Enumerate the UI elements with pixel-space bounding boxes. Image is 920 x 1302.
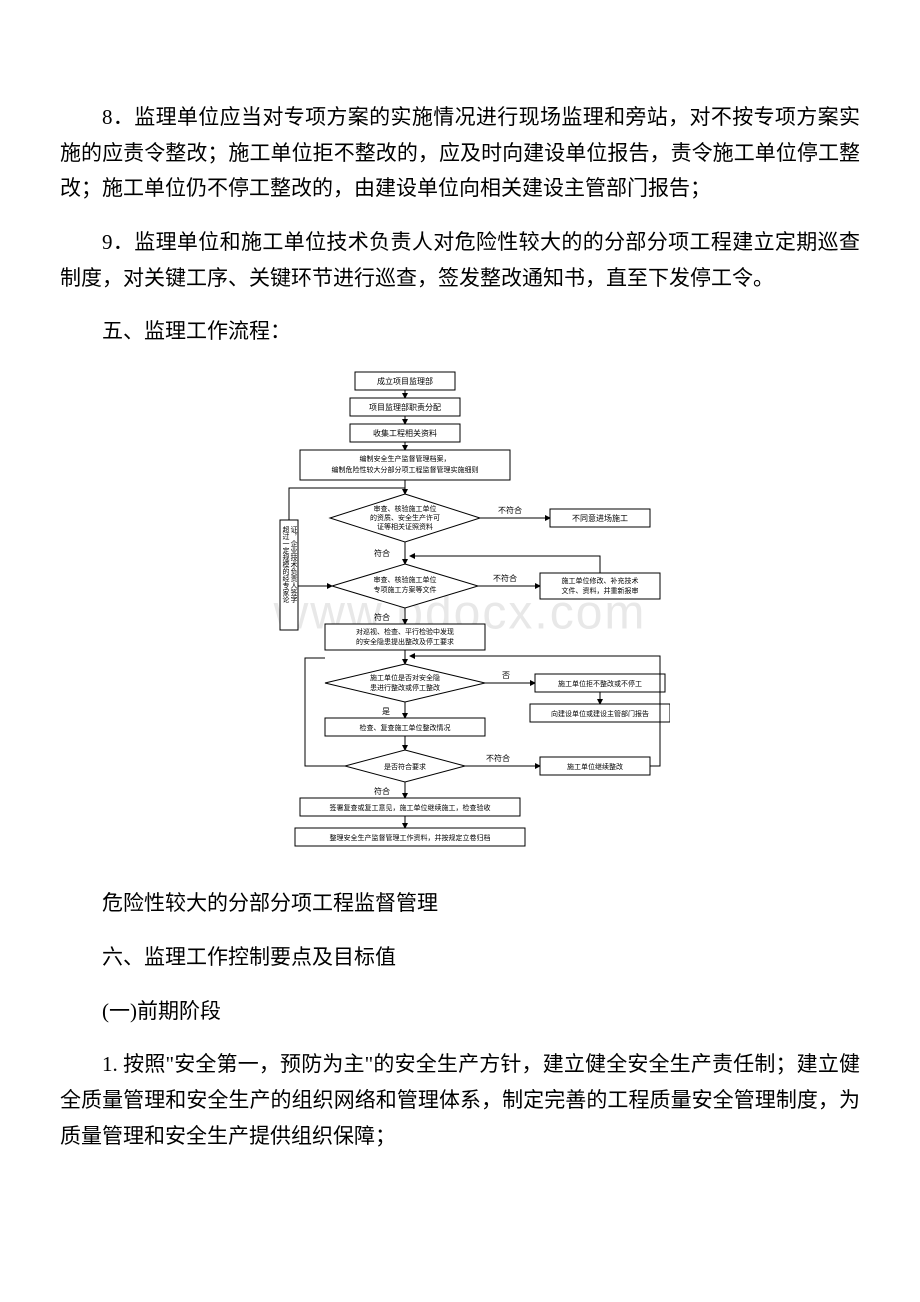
paragraph-8: 8．监理单位应当对专项方案的实施情况进行现场监理和旁站，对不按专项方案实施的应责… — [60, 100, 860, 207]
node-n5: 对巡视、检查、平行检验中发现 的安全隐患提出整改及停工要求 — [325, 624, 485, 650]
node-r1: 不同意进场施工 — [550, 509, 650, 527]
svg-text:签署复查或复工意见，施工单位继续施工，检查验收: 签署复查或复工意见，施工单位继续施工，检查验收 — [330, 803, 491, 812]
node-n2: 项目监理部职责分配 — [350, 398, 460, 416]
svg-text:成立项目监理部: 成立项目监理部 — [377, 376, 433, 386]
svg-text:的资质、安全生产许可: 的资质、安全生产许可 — [370, 513, 440, 522]
node-n8: 整理安全生产监督管理工作资料，并按规定立卷归档 — [295, 828, 525, 846]
svg-text:审查、核验施工单位: 审查、核验施工单位 — [374, 575, 437, 584]
node-side: 超过一定规模的经专家论 证，企业技术负责人签字 — [280, 520, 298, 630]
edge-d3-no: 否 — [502, 671, 510, 680]
svg-text:施工单位拒不整改或不停工: 施工单位拒不整改或不停工 — [558, 679, 642, 688]
node-n3: 收集工程相关资料 — [350, 424, 460, 442]
svg-text:专项施工方案等文件: 专项施工方案等文件 — [374, 585, 437, 594]
svg-text:审查、核验施工单位: 审查、核验施工单位 — [374, 504, 437, 513]
node-n1: 成立项目监理部 — [355, 372, 455, 390]
svg-text:检查、复查施工单位整改情况: 检查、复查施工单位整改情况 — [360, 723, 451, 732]
edge-d3-yes: 是 — [382, 707, 390, 716]
heading-5: 五、监理工作流程： — [60, 314, 860, 350]
svg-text:证等相关证照资料: 证等相关证照资料 — [377, 522, 433, 531]
node-n4: 编制安全生产监督管理档案， 编制危险性较大分部分项工程监督管理实施细则 — [300, 450, 510, 480]
node-r4: 向建设单位或建设主管部门报告 — [530, 704, 670, 722]
edge-d2-unfit: 不符合 — [493, 573, 517, 583]
svg-text:项目监理部职责分配: 项目监理部职责分配 — [369, 402, 441, 412]
subheading-6-1: (一)前期阶段 — [60, 994, 860, 1030]
svg-text:编制危险性较大分部分项工程监督管理实施细则: 编制危险性较大分部分项工程监督管理实施细则 — [332, 465, 479, 474]
decision-d1: 审查、核验施工单位 的资质、安全生产许可 证等相关证照资料 — [330, 494, 480, 542]
decision-d3: 施工单位是否对安全隐 患进行整改或停工整改 — [325, 664, 485, 702]
heading-6: 六、监理工作控制要点及目标值 — [60, 940, 860, 976]
svg-text:向建设单位或建设主管部门报告: 向建设单位或建设主管部门报告 — [551, 709, 649, 718]
node-r3: 施工单位拒不整改或不停工 — [535, 674, 665, 692]
flowchart-caption: 危险性较大的分部分项工程监督管理 — [60, 886, 860, 922]
svg-text:患进行整改或停工整改: 患进行整改或停工整改 — [370, 683, 440, 692]
svg-text:文件、资料，并重新报审: 文件、资料，并重新报审 — [562, 586, 639, 595]
svg-text:收集工程相关资料: 收集工程相关资料 — [373, 428, 437, 438]
svg-text:超过一定规模的经专家论: 超过一定规模的经专家论 — [282, 525, 290, 604]
paragraph-6-1: 1. 按照"安全第一，预防为主"的安全生产方针，建立健全安全生产责任制；建立健全… — [60, 1047, 860, 1154]
decision-d4: 是否符合要求 — [345, 750, 465, 782]
node-r2: 施工单位修改、补充技术 文件、资料，并重新报审 — [540, 573, 660, 599]
edge-d4-fit: 符合 — [374, 786, 390, 796]
node-n7: 签署复查或复工意见，施工单位继续施工，检查验收 — [300, 798, 520, 816]
node-r5: 施工单位继续整改 — [540, 757, 650, 775]
svg-text:施工单位修改、补充技术: 施工单位修改、补充技术 — [562, 576, 639, 585]
svg-text:证，企业技术负责人签字: 证，企业技术负责人签字 — [290, 526, 298, 603]
edge-d1-fit: 符合 — [374, 548, 390, 558]
svg-text:整理安全生产监督管理工作资料，并按规定立卷归档: 整理安全生产监督管理工作资料，并按规定立卷归档 — [330, 833, 491, 842]
decision-d2: 审查、核验施工单位 专项施工方案等文件 — [332, 564, 478, 608]
edge-d1-unfit: 不符合 — [498, 505, 522, 515]
svg-text:施工单位继续整改: 施工单位继续整改 — [567, 762, 623, 771]
edge-d2-fit: 符合 — [374, 612, 390, 622]
svg-text:的安全隐患提出整改及停工要求: 的安全隐患提出整改及停工要求 — [356, 637, 454, 646]
paragraph-9: 9．监理单位和施工单位技术负责人对危险性较大的的分部分项工程建立定期巡查制度，对… — [60, 225, 860, 296]
node-n6: 检查、复查施工单位整改情况 — [325, 718, 485, 736]
svg-text:对巡视、检查、平行检验中发现: 对巡视、检查、平行检验中发现 — [356, 627, 454, 636]
svg-text:编制安全生产监督管理档案，: 编制安全生产监督管理档案， — [360, 454, 451, 463]
flowchart-container: www.bdocx.com 成立项目监理部 项目监理部职责分配 收集工程相关资料… — [60, 368, 860, 858]
svg-text:是否符合要求: 是否符合要求 — [384, 762, 426, 771]
svg-text:不同意进场施工: 不同意进场施工 — [572, 513, 628, 523]
svg-text:施工单位是否对安全隐: 施工单位是否对安全隐 — [370, 673, 440, 682]
flowchart-svg: 成立项目监理部 项目监理部职责分配 收集工程相关资料 编制安全生产监督管理档案，… — [250, 368, 670, 858]
edge-d4-unfit: 不符合 — [486, 753, 510, 763]
